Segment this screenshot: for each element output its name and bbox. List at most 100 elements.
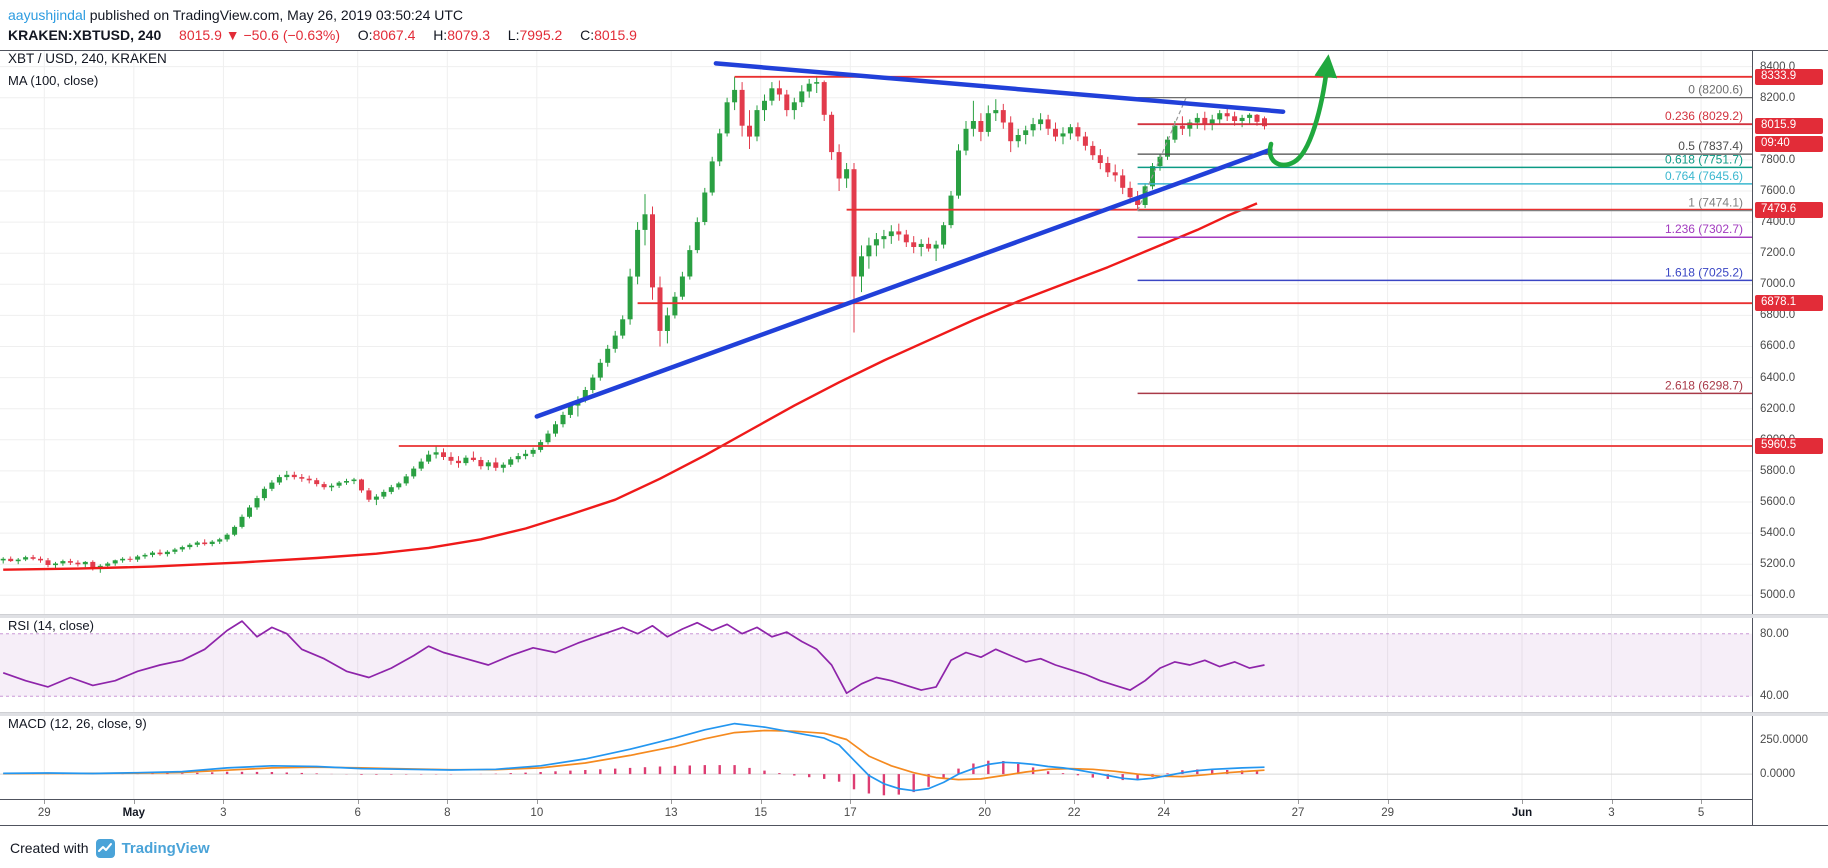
time-tick: [760, 800, 762, 804]
created-with-text: Created with: [10, 840, 89, 856]
price-tick-label: 6200.0: [1760, 402, 1796, 415]
time-tick: [357, 800, 359, 804]
price-badge: 5960.5: [1755, 437, 1823, 454]
price-tick-label: 6800.0: [1760, 309, 1796, 322]
time-label: 29: [37, 807, 51, 819]
price-badge: 7479.6: [1755, 201, 1823, 218]
rsi-pane[interactable]: RSI (14, close): [0, 618, 1752, 712]
price-axis[interactable]: 8400.08200.08000.07800.07600.07400.07200…: [1752, 51, 1828, 825]
price-tick-label: 5800.0: [1760, 464, 1796, 477]
time-label: 20: [978, 807, 992, 819]
price-down-icon: ▼: [225, 27, 240, 43]
footer: Created with TradingView: [0, 828, 1828, 868]
high-label: H:: [433, 27, 448, 43]
pane-divider[interactable]: [0, 614, 1828, 618]
time-tick: [447, 800, 449, 804]
ma-legend: MA (100, close): [8, 73, 99, 88]
time-axis[interactable]: 29 May 3 6 8 10 13 15 17 20 22 24 27 29 Jun 3 5: [0, 799, 1752, 825]
low-value: 7995.2: [519, 27, 563, 43]
time-label: 29: [1381, 807, 1395, 819]
time-label: 5: [1697, 807, 1705, 819]
chart-area: XBT / USD, 240, KRAKEN MA (100, close) 0…: [0, 50, 1828, 826]
publish-line: aayushjindal published on TradingView.co…: [8, 5, 1828, 25]
symbol-legend: XBT / USD, 240, KRAKEN: [8, 51, 167, 66]
price-change: −50.6 (−0.63%): [243, 27, 341, 43]
close-label: C:: [580, 27, 595, 43]
time-tick: [1387, 800, 1389, 804]
last-price: 8015.9: [179, 27, 222, 43]
price-tick-label: 7400.0: [1760, 216, 1796, 229]
price-tick-label: 8200.0: [1760, 91, 1796, 104]
open-label: O:: [357, 27, 373, 43]
symbol-title: KRAKEN:XBTUSD, 240: [8, 27, 162, 43]
published-text: published on TradingView.com, May 26, 20…: [89, 7, 464, 23]
time-label: 27: [1291, 807, 1305, 819]
rsi-canvas[interactable]: [0, 618, 1752, 712]
author-link[interactable]: aayushjindal: [8, 7, 86, 23]
time-tick: [133, 800, 135, 804]
macd-legend: MACD (12, 26, close, 9): [8, 716, 147, 731]
time-label: 3: [1608, 807, 1615, 819]
time-tick: [850, 800, 852, 804]
macd-tick-label: 0.0000: [1760, 768, 1796, 781]
svg-text:0.5 (7837.4): 0.5 (7837.4): [1678, 139, 1743, 153]
price-tick-label: 6400.0: [1760, 371, 1796, 384]
time-label: 6: [354, 807, 361, 819]
rsi-tick-label: 40.00: [1760, 690, 1789, 703]
time-tick: [671, 800, 673, 804]
svg-text:0 (8200.6): 0 (8200.6): [1688, 83, 1743, 97]
svg-text:0.764 (7645.6): 0.764 (7645.6): [1665, 169, 1743, 183]
time-label: 15: [754, 807, 768, 819]
price-tick-label: 5600.0: [1760, 496, 1796, 509]
price-tick-label: 6600.0: [1760, 340, 1796, 353]
price-badge: 09:40: [1755, 135, 1823, 152]
price-badge: 6878.1: [1755, 295, 1823, 312]
time-label: 8: [444, 807, 451, 819]
time-tick: [1074, 800, 1076, 804]
time-label: 10: [530, 807, 544, 819]
price-tick-label: 7800.0: [1760, 153, 1796, 166]
high-value: 8079.3: [447, 27, 491, 43]
rsi-tick-label: 80.00: [1760, 627, 1789, 640]
svg-text:0.236 (8029.2): 0.236 (8029.2): [1665, 109, 1743, 123]
price-tick-label: 7600.0: [1760, 184, 1796, 197]
close-value: 8015.9: [594, 27, 637, 43]
time-tick: [984, 800, 986, 804]
price-tick-label: 7200.0: [1760, 247, 1796, 260]
price-badge: 8333.9: [1755, 68, 1823, 85]
svg-text:1 (7474.1): 1 (7474.1): [1688, 196, 1743, 210]
time-tick: [44, 800, 46, 804]
time-tick: [1611, 800, 1613, 804]
tradingview-logo-icon: [95, 838, 115, 858]
low-label: L:: [507, 27, 520, 43]
tradingview-link[interactable]: TradingView: [121, 839, 210, 857]
price-tick-label: 5200.0: [1760, 558, 1796, 571]
time-tick: [1701, 800, 1703, 804]
pane-divider[interactable]: [0, 712, 1828, 716]
svg-text:2.618 (6298.7): 2.618 (6298.7): [1665, 378, 1743, 392]
time-tick: [223, 800, 225, 804]
macd-pane[interactable]: MACD (12, 26, close, 9): [0, 716, 1752, 799]
header: aayushjindal published on TradingView.co…: [0, 0, 1828, 50]
time-label: 3: [220, 807, 227, 819]
time-tick: [1298, 800, 1300, 804]
time-label: 24: [1157, 807, 1171, 819]
time-label: 13: [664, 807, 678, 819]
macd-canvas[interactable]: [0, 716, 1752, 799]
time-tick: [536, 800, 538, 804]
price-badge: 8015.9: [1755, 118, 1823, 135]
svg-text:1.618 (7025.2): 1.618 (7025.2): [1665, 265, 1743, 279]
symbol-line: KRAKEN:XBTUSD, 240 8015.9 ▼ −50.6 (−0.63…: [8, 25, 1828, 45]
time-label: 22: [1067, 807, 1081, 819]
svg-text:0.618 (7751.7): 0.618 (7751.7): [1665, 152, 1743, 166]
time-label: Jun: [1511, 807, 1533, 819]
price-tick-label: 5000.0: [1760, 589, 1796, 602]
main-price-pane[interactable]: XBT / USD, 240, KRAKEN MA (100, close) 0…: [0, 51, 1752, 614]
macd-tick-label: 250.0000: [1760, 733, 1808, 746]
time-tick: [1521, 800, 1523, 804]
rsi-legend: RSI (14, close): [8, 618, 94, 633]
price-tick-label: 7000.0: [1760, 278, 1796, 291]
candlestick-canvas[interactable]: 0 (8200.6) 0.236 (8029.2) 0.5 (7837.4)0.61…: [0, 51, 1752, 614]
open-value: 8067.4: [372, 27, 416, 43]
